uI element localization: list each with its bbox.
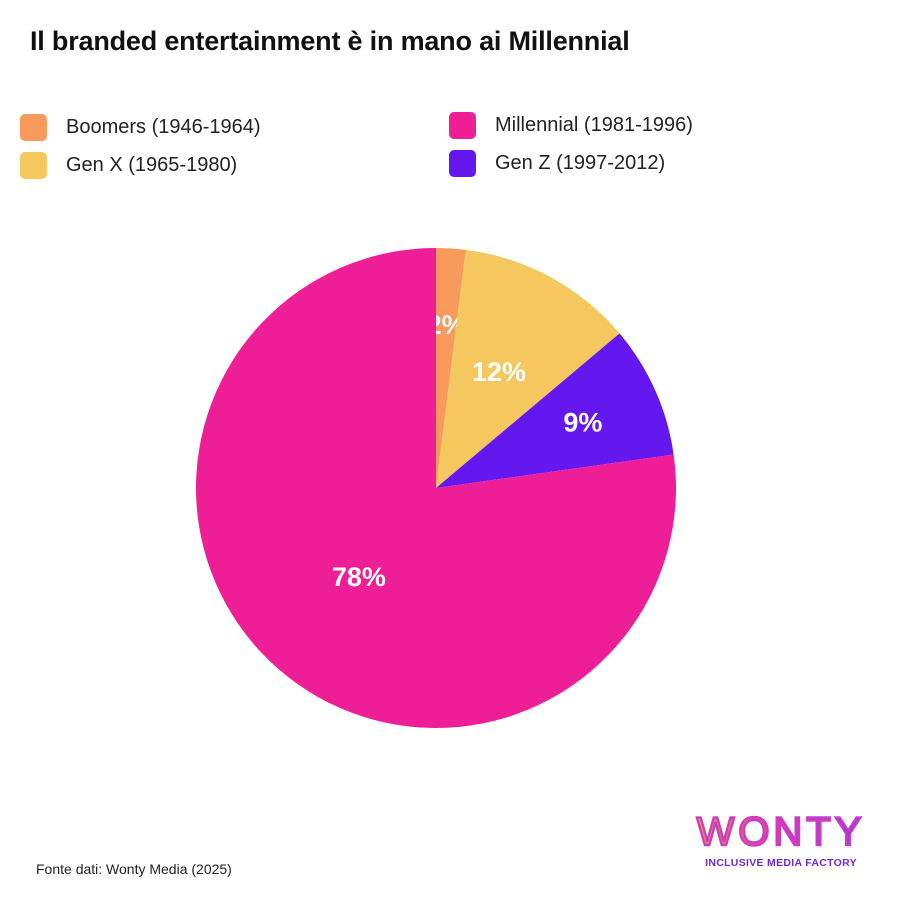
legend-swatch-genx bbox=[20, 152, 47, 179]
legend-swatch-millennial bbox=[449, 112, 476, 139]
legend-label-boomers: Boomers (1946-1964) bbox=[66, 116, 261, 138]
slice-label-gen: 9% bbox=[563, 407, 602, 437]
logo-tagline: INCLUSIVE MEDIA FACTORY bbox=[705, 857, 857, 869]
pie-slice-gen bbox=[436, 249, 620, 488]
legend-label-genz: Gen Z (1997-2012) bbox=[495, 152, 666, 174]
legend-swatch-genz bbox=[449, 150, 476, 177]
slice-label-gen: 12% bbox=[472, 357, 526, 387]
legend-item-genx: Gen X (1965-1980) bbox=[20, 152, 237, 179]
wonty-logo: WONTY INCLUSIVE MEDIA FACTORY bbox=[686, 809, 876, 876]
pie-slice-boomers bbox=[436, 248, 466, 488]
legend-swatch-boomers bbox=[20, 114, 47, 141]
legend-item-boomers: Boomers (1946-1964) bbox=[20, 114, 261, 141]
pie-slice-millennial bbox=[195, 248, 676, 729]
pie-slice-gen bbox=[436, 333, 674, 488]
logo-wordmark: WONTY bbox=[686, 809, 876, 855]
chart-title: Il branded entertainment è in mano ai Mi… bbox=[30, 26, 630, 56]
slice-label-millennial: 78% bbox=[332, 562, 386, 592]
legend-item-millennial: Millennial (1981-1996) bbox=[449, 112, 693, 139]
data-source-note: Fonte dati: Wonty Media (2025) bbox=[36, 861, 232, 877]
legend-label-genx: Gen X (1965-1980) bbox=[66, 154, 238, 176]
legend-label-millennial: Millennial (1981-1996) bbox=[495, 114, 693, 136]
chart-legend: Boomers (1946-1964) Gen X (1965-1980) Mi… bbox=[0, 0, 900, 200]
legend-item-genz: Gen Z (1997-2012) bbox=[449, 150, 665, 177]
